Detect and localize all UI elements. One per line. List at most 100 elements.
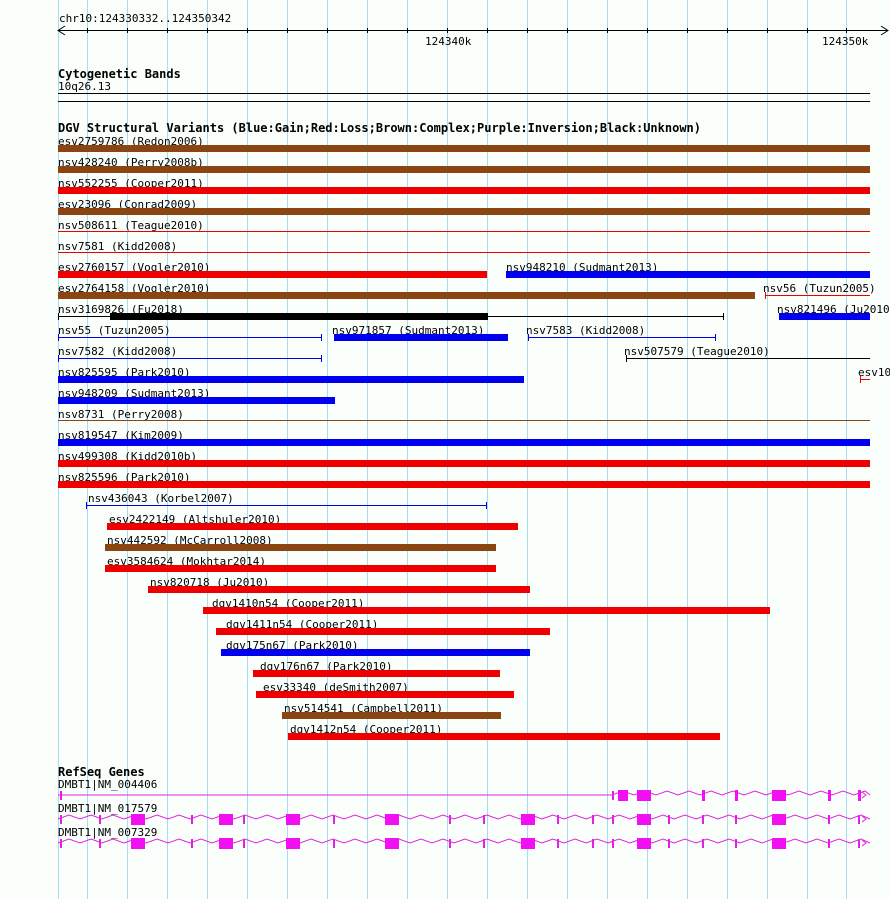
dgv-variant-end-tick bbox=[486, 502, 487, 509]
dgv-variant-label: dgv1412n54 (Cooper2011) bbox=[290, 723, 443, 736]
refseq-exon[interactable] bbox=[131, 838, 145, 849]
cytoband-track-title: Cytogenetic Bands bbox=[58, 67, 181, 81]
dgv-variant-end-tick bbox=[723, 313, 724, 320]
ruler-tick-label: 124340k bbox=[425, 35, 472, 48]
dgv-variant-bar[interactable] bbox=[256, 691, 514, 698]
dgv-variant-line[interactable] bbox=[626, 358, 870, 359]
dgv-variant-bar[interactable] bbox=[105, 565, 496, 572]
refseq-exon[interactable] bbox=[772, 838, 786, 849]
refseq-small-exon bbox=[60, 839, 62, 848]
dgv-variant-bar[interactable] bbox=[779, 313, 870, 320]
dgv-variant-label: dgv1410n54 (Cooper2011) bbox=[212, 597, 365, 610]
dgv-variant-bar[interactable] bbox=[58, 460, 870, 467]
refseq-exon[interactable] bbox=[637, 790, 651, 801]
dgv-variant-label: nsv442592 (McCarroll2008) bbox=[107, 534, 273, 547]
dgv-variant-label: nsv819547 (Kim2009) bbox=[58, 429, 184, 442]
dgv-variant-label: esv2760157 (Vogler2010) bbox=[58, 261, 211, 274]
dgv-variant-end-tick bbox=[626, 355, 627, 362]
refseq-exon[interactable] bbox=[735, 790, 738, 801]
refseq-exon[interactable] bbox=[828, 790, 831, 801]
refseq-small-exon bbox=[449, 815, 451, 824]
dgv-variant-bar[interactable] bbox=[221, 649, 530, 656]
refseq-small-exon bbox=[449, 839, 451, 848]
dgv-variant-bar[interactable] bbox=[58, 292, 755, 299]
dgv-variant-line[interactable] bbox=[58, 420, 870, 421]
refseq-exon[interactable] bbox=[637, 814, 651, 825]
dgv-variant-label: esv3584624 (Mokhtar2014) bbox=[107, 555, 266, 568]
refseq-small-exon bbox=[99, 815, 101, 824]
dgv-variant-bar[interactable] bbox=[148, 586, 530, 593]
dgv-variant-bar[interactable] bbox=[58, 166, 870, 173]
dgv-variant-end-tick bbox=[58, 334, 59, 341]
dgv-variant-label: nsv7582 (Kidd2008) bbox=[58, 345, 178, 358]
refseq-exon[interactable] bbox=[131, 814, 145, 825]
refseq-exon[interactable] bbox=[521, 814, 535, 825]
refseq-exon[interactable] bbox=[385, 814, 399, 825]
refseq-exon[interactable] bbox=[286, 838, 300, 849]
refseq-exon[interactable] bbox=[858, 790, 861, 801]
dgv-variant-bar[interactable] bbox=[203, 607, 770, 614]
ruler-tick bbox=[247, 28, 248, 33]
dgv-variant-label: nsv507579 (Teague2010) bbox=[624, 345, 770, 358]
dgv-variant-bar[interactable] bbox=[58, 397, 335, 404]
dgv-variant-bar[interactable] bbox=[58, 187, 870, 194]
refseq-exon[interactable] bbox=[772, 790, 786, 801]
dgv-variant-label: nsv821496 (Ju2010) bbox=[777, 303, 890, 316]
refseq-small-exon bbox=[60, 791, 62, 800]
dgv-variant-end-tick bbox=[860, 376, 861, 383]
dgv-variant-line[interactable] bbox=[58, 337, 322, 338]
dgv-variant-bar[interactable] bbox=[58, 208, 870, 215]
refseq-exon[interactable] bbox=[637, 838, 651, 849]
refseq-exon[interactable] bbox=[618, 790, 628, 801]
ruler-tick bbox=[407, 28, 408, 33]
refseq-exon[interactable] bbox=[286, 814, 300, 825]
dgv-variant-label: nsv948210 (Sudmant2013) bbox=[506, 261, 659, 274]
dgv-variant-bar[interactable] bbox=[506, 271, 870, 278]
dgv-variant-label: esv2759786 (Redon2006) bbox=[58, 135, 204, 148]
dgv-variant-line[interactable] bbox=[860, 379, 870, 380]
dgv-variant-bar[interactable] bbox=[110, 313, 488, 320]
ruler-tick bbox=[567, 28, 568, 33]
dgv-variant-bar[interactable] bbox=[58, 481, 870, 488]
refseq-track-title: RefSeq Genes bbox=[58, 765, 145, 779]
dgv-variant-bar[interactable] bbox=[253, 670, 500, 677]
dgv-variant-line[interactable] bbox=[765, 295, 870, 296]
dgv-variant-label: esv100 bbox=[858, 366, 890, 379]
refseq-small-exon bbox=[592, 815, 594, 824]
refseq-exon[interactable] bbox=[702, 790, 705, 801]
dgv-variant-end-tick bbox=[58, 355, 59, 362]
dgv-variant-line[interactable] bbox=[58, 231, 870, 232]
dgv-variant-end-tick bbox=[321, 355, 322, 362]
dgv-variant-bar[interactable] bbox=[334, 334, 508, 341]
dgv-variant-label: dgv1411n54 (Cooper2011) bbox=[226, 618, 379, 631]
dgv-variant-label: nsv436043 (Korbel2007) bbox=[88, 492, 234, 505]
refseq-small-exon bbox=[483, 815, 485, 824]
dgv-variant-end-tick bbox=[765, 292, 766, 299]
ruler-tick bbox=[287, 28, 288, 33]
refseq-exon[interactable] bbox=[219, 838, 233, 849]
refseq-exon[interactable] bbox=[772, 814, 786, 825]
dgv-variant-line[interactable] bbox=[528, 337, 716, 338]
refseq-transcript-label: DMBT1|NM_007329 bbox=[58, 826, 158, 839]
dgv-variant-bar[interactable] bbox=[58, 439, 870, 446]
dgv-variant-bar[interactable] bbox=[105, 544, 496, 551]
dgv-variant-bar[interactable] bbox=[216, 628, 550, 635]
dgv-variant-label: nsv3169826 (Fu2018) bbox=[58, 303, 184, 316]
dgv-variant-bar[interactable] bbox=[282, 712, 501, 719]
dgv-variant-end-tick bbox=[528, 334, 529, 341]
refseq-small-exon bbox=[668, 815, 670, 824]
refseq-exon[interactable] bbox=[219, 814, 233, 825]
dgv-variant-bar[interactable] bbox=[288, 733, 720, 740]
dgv-variant-bar[interactable] bbox=[58, 376, 524, 383]
dgv-variant-line[interactable] bbox=[58, 252, 870, 253]
ruler-tick bbox=[807, 28, 808, 33]
dgv-variant-bar[interactable] bbox=[58, 271, 487, 278]
refseq-small-exon bbox=[333, 839, 335, 848]
dgv-variant-label: nsv508611 (Teague2010) bbox=[58, 219, 204, 232]
refseq-exon[interactable] bbox=[385, 838, 399, 849]
dgv-variant-bar[interactable] bbox=[58, 145, 870, 152]
dgv-variant-bar[interactable] bbox=[107, 523, 518, 530]
refseq-exon[interactable] bbox=[521, 838, 535, 849]
dgv-variant-line[interactable] bbox=[58, 358, 322, 359]
dgv-variant-line[interactable] bbox=[86, 505, 487, 506]
